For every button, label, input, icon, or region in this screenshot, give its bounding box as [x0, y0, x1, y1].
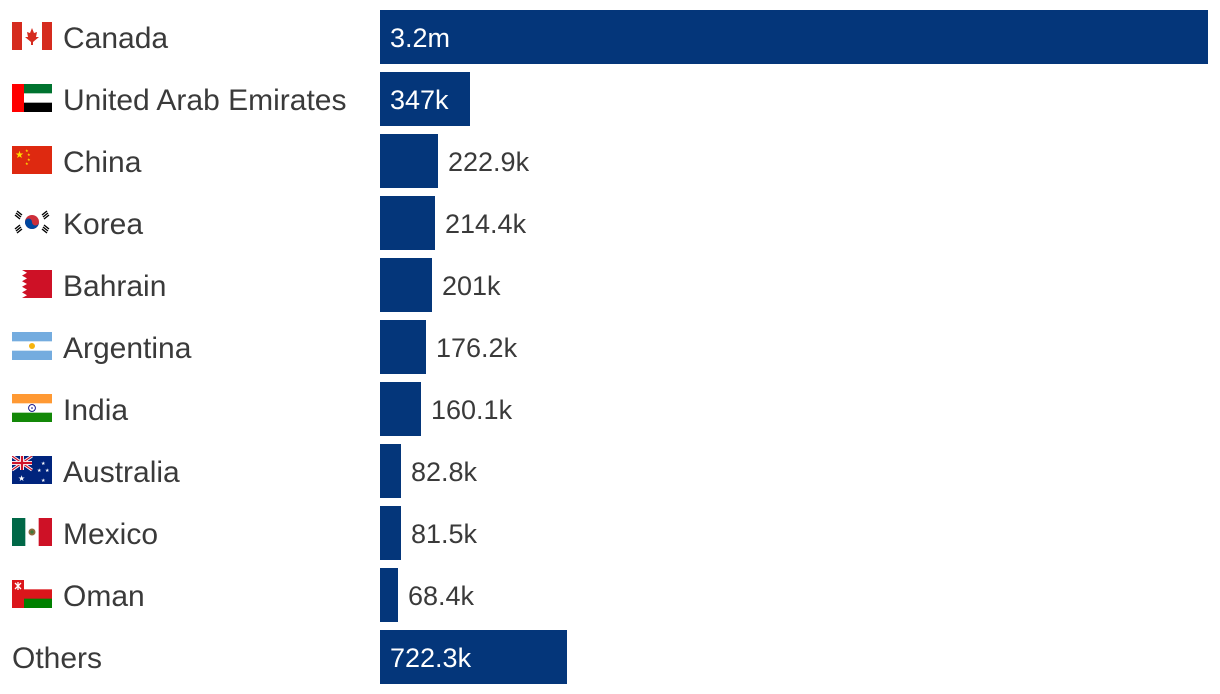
category-label: China	[63, 146, 142, 179]
bar	[380, 258, 432, 312]
bar-row: Canada 3.2m	[0, 10, 1220, 64]
bar-row: Bahrain 201k	[0, 258, 1220, 312]
category-label: Oman	[63, 580, 145, 613]
category-label: Australia	[63, 456, 180, 489]
value-label: 214.4k	[445, 209, 527, 239]
category-label: Bahrain	[63, 270, 167, 303]
bar-row: United Arab Emirates 347k	[0, 72, 1220, 126]
bar	[380, 72, 470, 126]
category-label: Mexico	[63, 518, 159, 551]
uae-flag-icon	[12, 84, 52, 112]
bar-row: Argentina 176.2k	[0, 320, 1220, 374]
svg-text:★: ★	[25, 161, 29, 166]
bar	[380, 444, 401, 498]
value-label: 222.9k	[448, 147, 530, 177]
bar-row: Mexico 81.5k	[0, 506, 1220, 560]
bar	[380, 320, 426, 374]
svg-text:★: ★	[41, 461, 46, 467]
category-label: Others	[12, 642, 103, 675]
svg-text:★: ★	[18, 474, 25, 483]
oman-flag-icon	[12, 580, 52, 608]
china-flag-icon: ★ ★ ★ ★ ★	[12, 146, 52, 174]
bar	[380, 568, 398, 622]
svg-text:★: ★	[41, 478, 46, 484]
svg-text:★: ★	[45, 468, 50, 474]
value-label: 176.2k	[436, 333, 518, 363]
bar-row: India 160.1k	[0, 382, 1220, 436]
svg-text:★: ★	[37, 468, 42, 474]
value-label: 347k	[390, 85, 449, 115]
value-label: 68.4k	[408, 581, 475, 611]
bar	[380, 196, 435, 250]
bar	[380, 630, 567, 684]
svg-text:★: ★	[15, 150, 24, 161]
bar-row: Korea 214.4k	[0, 196, 1220, 250]
india-flag-icon	[12, 394, 52, 422]
svg-text:★: ★	[27, 152, 31, 157]
value-label: 722.3k	[390, 643, 472, 673]
value-label: 201k	[442, 271, 501, 301]
category-label: Korea	[63, 208, 144, 241]
svg-text:★: ★	[27, 157, 31, 162]
australia-flag-icon: ★ ★ ★ ★ ★	[12, 456, 52, 484]
bar	[380, 10, 1208, 64]
value-label: 3.2m	[390, 23, 451, 53]
value-label: 160.1k	[431, 395, 513, 425]
mexico-flag-icon	[12, 518, 52, 546]
bar-row: ★ ★ ★ ★ ★ Australia 82.8k	[0, 444, 1220, 498]
value-label: 81.5k	[411, 519, 478, 549]
bar-row: Oman 68.4k	[0, 568, 1220, 622]
argentina-flag-icon	[12, 332, 52, 360]
bar-row: Others 722.3k	[0, 630, 1220, 684]
category-label: Argentina	[63, 332, 192, 365]
bar	[380, 134, 438, 188]
bahrain-flag-icon	[12, 270, 52, 298]
canada-flag-icon	[12, 22, 52, 50]
svg-text:★: ★	[25, 148, 29, 153]
korea-flag-icon	[12, 208, 52, 236]
category-label: India	[63, 394, 129, 427]
bar	[380, 382, 421, 436]
category-label: Canada	[63, 22, 169, 55]
bar	[380, 506, 401, 560]
bar-row: ★ ★ ★ ★ ★ China 222.9k	[0, 134, 1220, 188]
value-label: 82.8k	[411, 457, 478, 487]
category-label: United Arab Emirates	[63, 84, 347, 117]
